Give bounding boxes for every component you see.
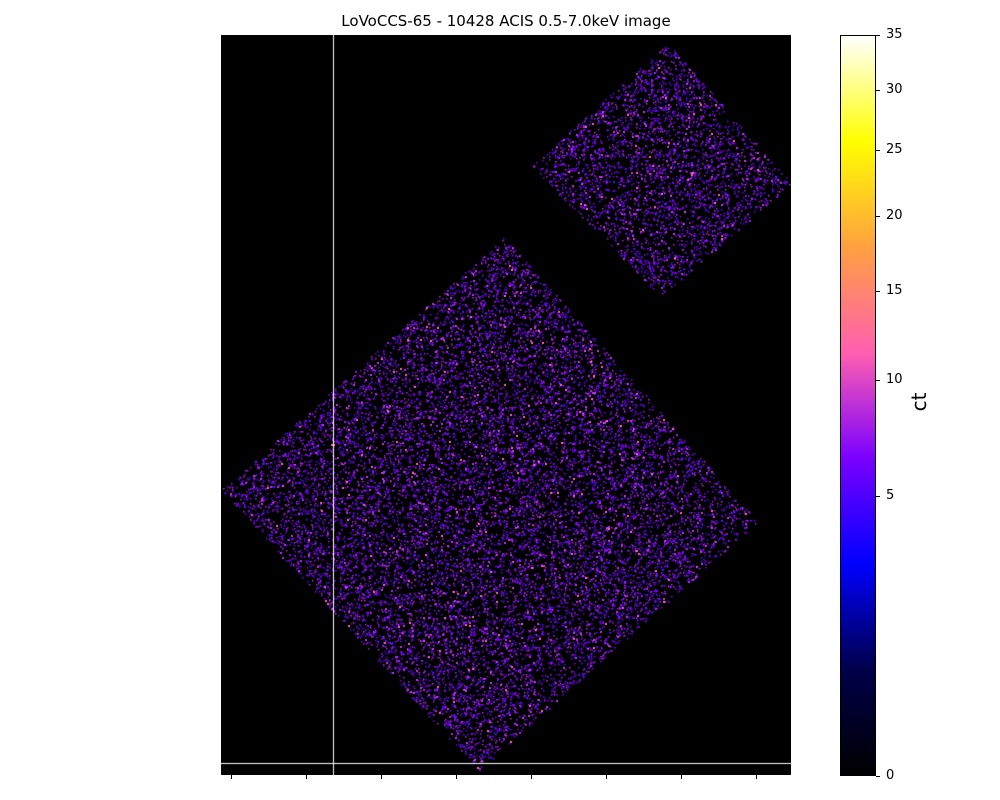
x-axis-tick <box>456 775 457 779</box>
xray-count-image[interactable] <box>221 35 791 775</box>
x-axis-tick <box>756 775 757 779</box>
colorbar-tick-label: 0 <box>886 768 895 783</box>
colorbar-tick-label: 10 <box>886 371 903 387</box>
colorbar-tick-label: 30 <box>886 82 903 97</box>
x-axis-tick <box>231 775 232 779</box>
colorbar-tick-label: 25 <box>886 141 903 157</box>
colorbar-tick-label: 20 <box>886 207 903 223</box>
x-axis-ticks <box>221 775 791 781</box>
colorbar-tick-mark <box>876 149 880 151</box>
x-axis-tick <box>381 775 382 779</box>
colorbar-tick-label: 5 <box>886 487 895 503</box>
x-axis-tick <box>306 775 307 779</box>
xray-image-panel[interactable] <box>221 35 791 775</box>
colorbar-label: ct <box>907 392 931 412</box>
colorbar-tick-label: 35 <box>886 27 903 42</box>
colorbar-tick-mark <box>876 495 880 497</box>
colorbar-ticks: 35 30 25 20 15 10 5 0 <box>876 28 916 783</box>
x-axis-tick <box>681 775 682 779</box>
colorbar-tick-mark <box>876 379 880 381</box>
colorbar-tick-label: 15 <box>886 282 903 298</box>
colorbar-tick-mark <box>876 35 880 36</box>
colorbar-tick-mark <box>876 290 880 292</box>
colorbar <box>840 35 876 776</box>
x-axis-tick <box>531 775 532 779</box>
colorbar-tick-mark <box>876 776 880 777</box>
colorbar-tick-mark <box>876 215 880 217</box>
image-title: LoVoCCS-65 - 10428 ACIS 0.5-7.0keV image <box>341 12 671 30</box>
colorbar-tick-mark <box>876 90 880 91</box>
x-axis-tick <box>606 775 607 779</box>
